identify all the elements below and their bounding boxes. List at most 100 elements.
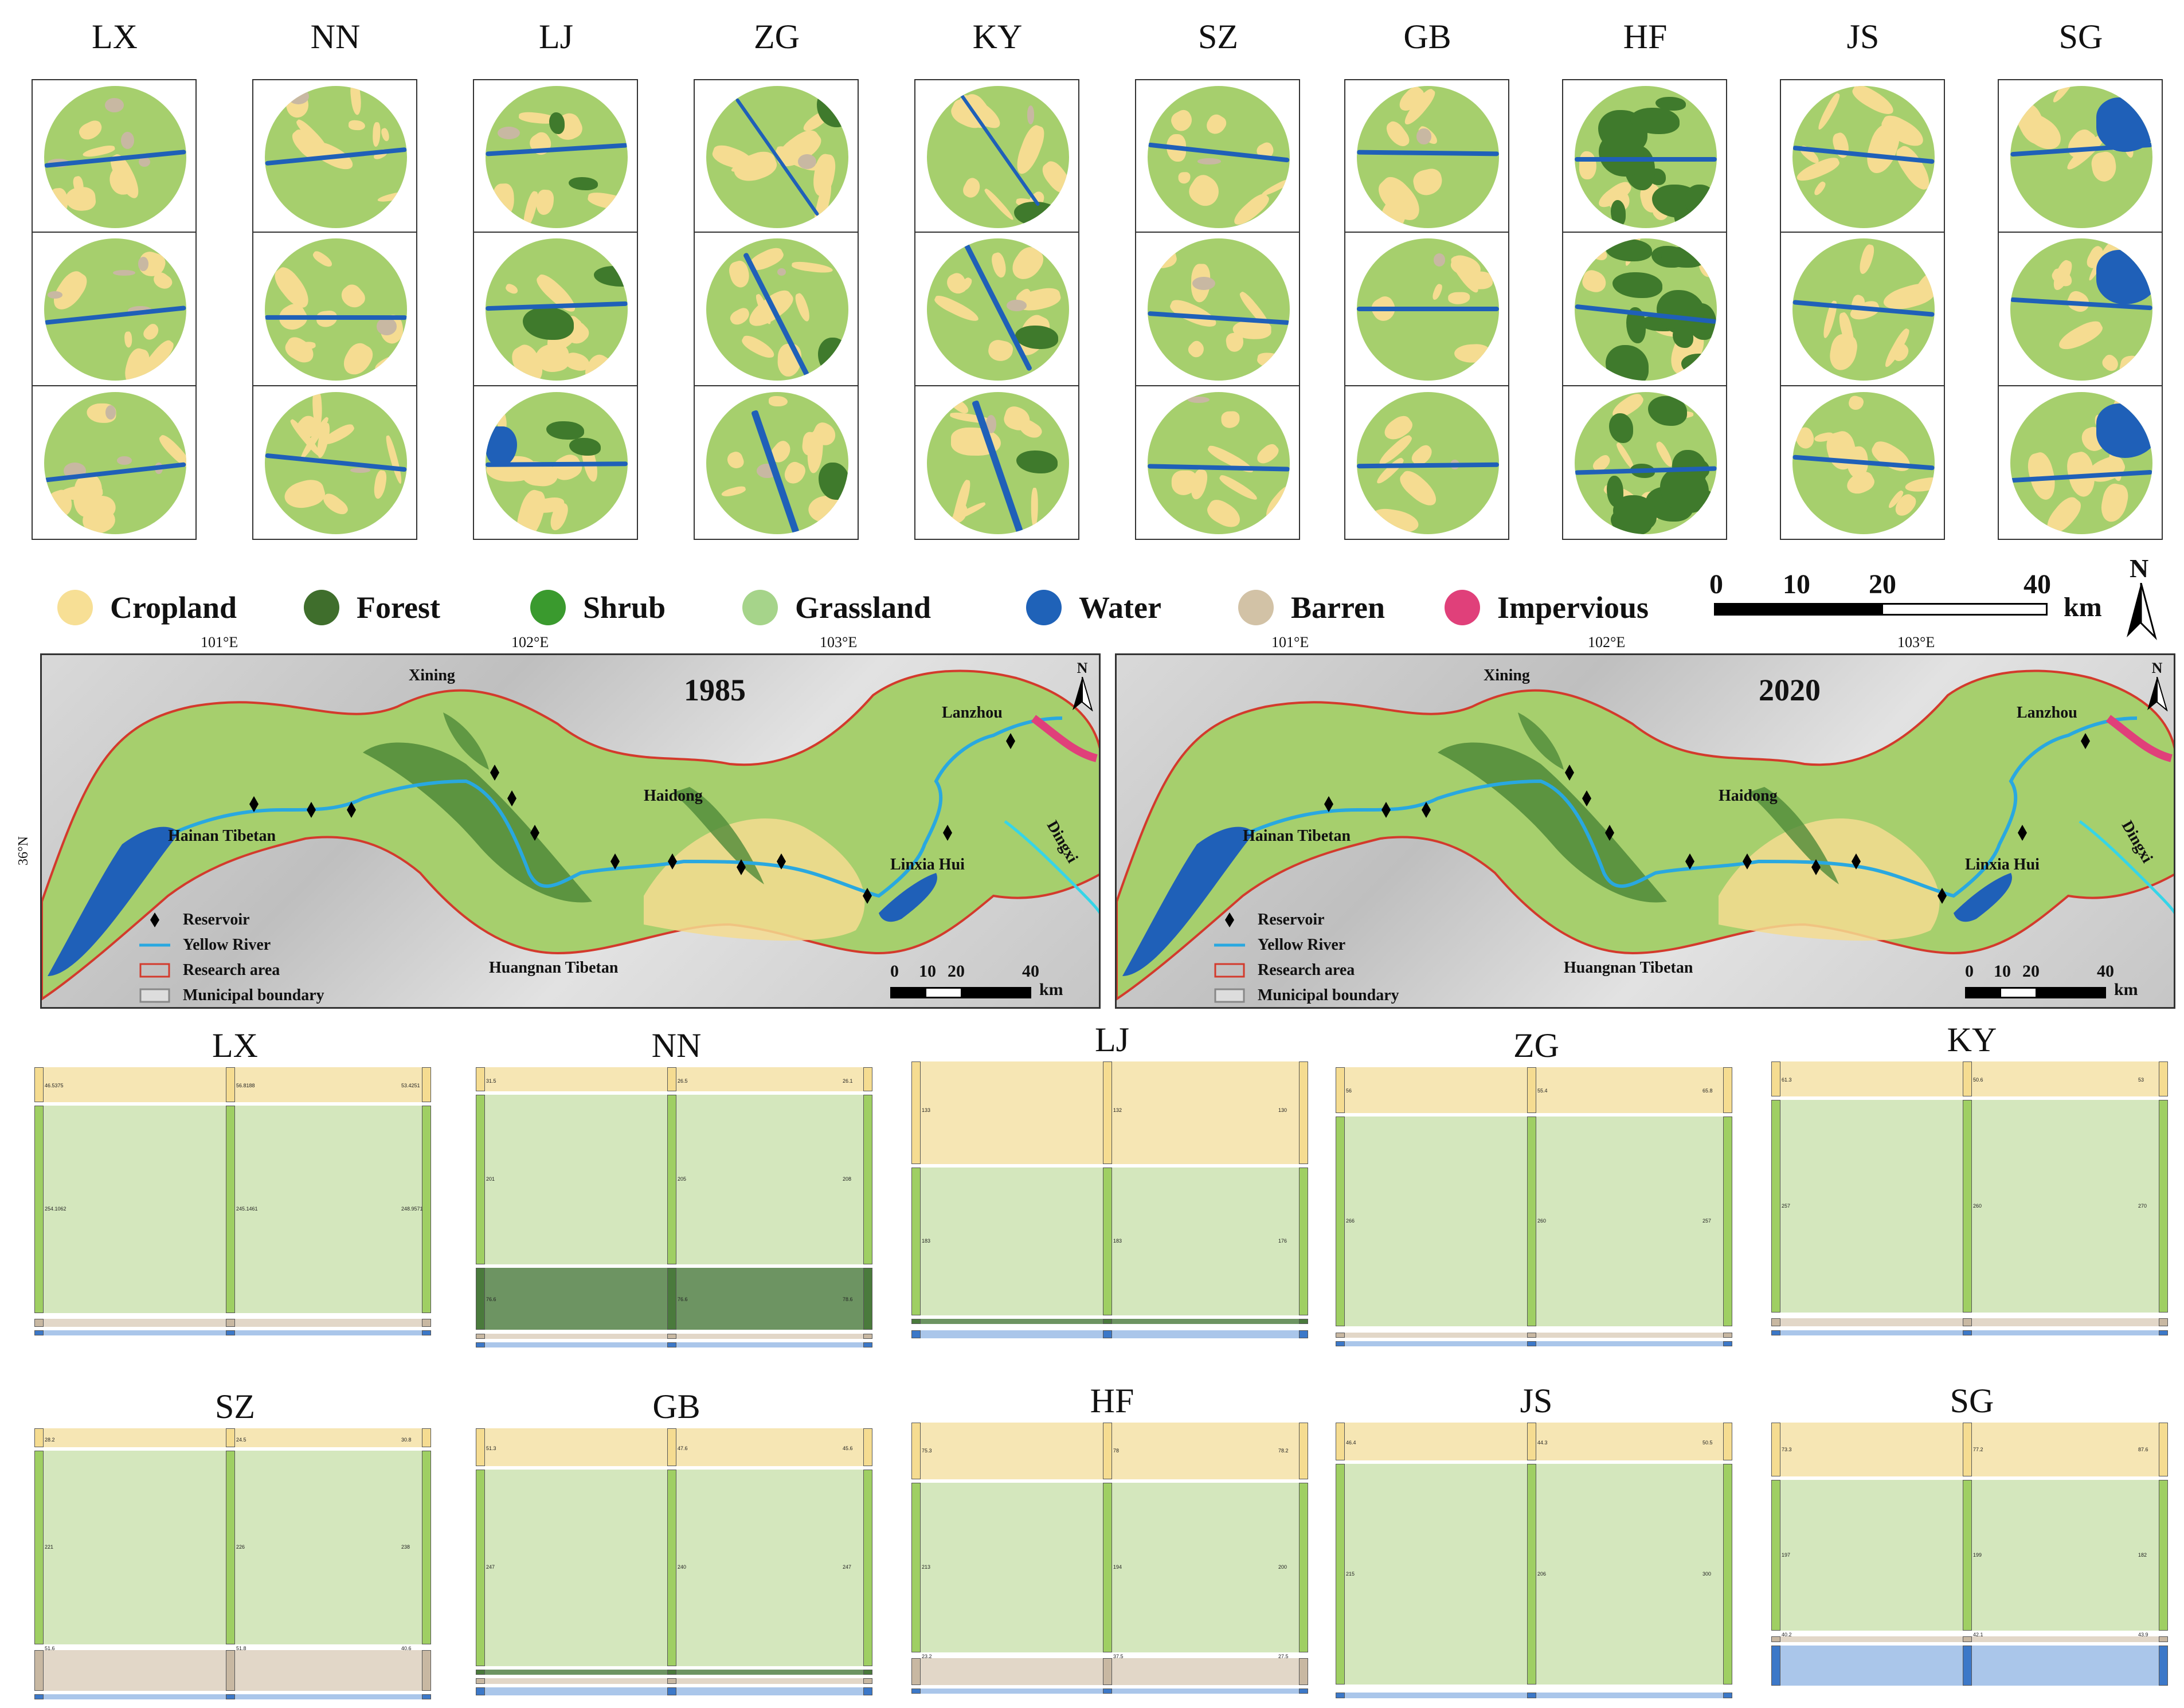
- sankey-title: HF: [1090, 1382, 1134, 1420]
- reservoir-marker: [1938, 888, 1947, 904]
- sankey-node: [911, 1061, 921, 1164]
- sankey-flow: [480, 1268, 872, 1330]
- sankey-title: GB: [652, 1388, 700, 1425]
- landcover-disc: [1575, 392, 1717, 534]
- sankey-sz: SZ 28.2 24.5 30.8 221 226 238 51.6 51.8 40.6: [34, 1387, 436, 1708]
- sankey-value: 215: [1346, 1570, 1355, 1577]
- landcover-tile: [1135, 233, 1300, 386]
- sankey-value: 26.1: [843, 1078, 853, 1084]
- sankey-node: [422, 1428, 431, 1447]
- sankey-node: [1103, 1319, 1112, 1325]
- scale-tick: 40: [2023, 569, 2051, 600]
- legend-shrub: Shrub: [530, 585, 666, 630]
- reservoir-marker: [490, 765, 499, 781]
- map-2020: 2020 Xining Lanzhou Haidong Hainan Tibetan Li…: [1115, 653, 2175, 1009]
- landcover-disc: [2010, 392, 2152, 534]
- landcover-tile: [252, 386, 417, 540]
- sankey-node: [226, 1319, 235, 1327]
- landcover-disc: [1357, 86, 1499, 228]
- sankey-node: [1527, 1693, 1536, 1698]
- sankey-node: [34, 1694, 44, 1700]
- site-column-zg: [694, 79, 860, 540]
- lon-label: 101°E: [1271, 634, 1309, 651]
- sankey-node: [34, 1319, 44, 1327]
- sankey-node: [226, 1694, 235, 1700]
- sankey-node: [226, 1428, 235, 1447]
- landcover-disc: [44, 86, 186, 228]
- sankey-value: 257: [1782, 1202, 1791, 1209]
- legend-barren: Barren: [1238, 585, 1385, 630]
- map-legend: Reservoir Yellow River Research area Munici…: [139, 907, 380, 1007]
- sankey-value: 248.9571: [401, 1206, 423, 1212]
- sankey-flow: [39, 1330, 431, 1336]
- sankey-node: [1771, 1423, 1780, 1476]
- landcover-disc: [927, 392, 1069, 534]
- sankey-title: NN: [651, 1027, 702, 1064]
- sankey-flow: [39, 1067, 431, 1103]
- sankey-node: [1299, 1423, 1308, 1479]
- site-title-sg: SG: [2058, 18, 2103, 56]
- map-legend-item: Research area: [1214, 958, 1455, 983]
- landcover-disc: [44, 392, 186, 534]
- sankey-node: [1963, 1480, 1972, 1631]
- sankey-title: ZG: [1513, 1027, 1559, 1064]
- sankey-body: 28.2 24.5 30.8 221 226 238 51.6 51.8 40.6: [34, 1428, 436, 1703]
- reservoir-marker: [1605, 825, 1614, 841]
- sankey-node: [1299, 1688, 1308, 1694]
- site-title-nn: NN: [310, 18, 361, 56]
- sankey-node: [1963, 1330, 1972, 1335]
- sankey-node: [1963, 1645, 1972, 1686]
- landcover-disc: [486, 392, 628, 534]
- barren-swatch: [1238, 590, 1274, 625]
- lon-label: 103°E: [1897, 634, 1935, 651]
- legend-label: Impervious: [1497, 590, 1649, 625]
- sankey-flow: [480, 1067, 872, 1092]
- reservoir-marker: [610, 853, 620, 869]
- sankey-value: 27.5: [1278, 1653, 1289, 1659]
- scale-tick: 10: [1783, 569, 1810, 600]
- scale-tick: 0: [1709, 569, 1723, 600]
- sankey-node: [422, 1650, 431, 1691]
- sankey-value: 76.6: [486, 1296, 496, 1303]
- sankey-node: [1527, 1341, 1536, 1347]
- sankey-node: [1103, 1482, 1112, 1652]
- site-title-js: JS: [1846, 18, 1880, 56]
- sankey-value: 51.3: [486, 1445, 496, 1451]
- landcover-tile: [1780, 386, 1945, 540]
- site-title-lj: LJ: [539, 18, 573, 56]
- reservoir-marker: [249, 796, 259, 812]
- sankey-node: [422, 1319, 431, 1327]
- sankey-node: [1527, 1067, 1536, 1113]
- landcover-disc: [265, 392, 407, 534]
- sankey-node: [1336, 1116, 1345, 1327]
- sankey-node: [1103, 1330, 1112, 1338]
- sankey-node: [422, 1067, 431, 1103]
- sankey-value: 197: [1782, 1552, 1791, 1558]
- reservoir-marker: [530, 825, 539, 841]
- sankey-node: [863, 1669, 872, 1675]
- sankey-flow: [916, 1061, 1308, 1164]
- map-year: 1985: [684, 673, 746, 707]
- sankey-node: [1527, 1463, 1536, 1685]
- sankey-node: [911, 1319, 921, 1325]
- landcover-disc: [44, 238, 186, 381]
- lat-label: 36°N: [16, 836, 31, 865]
- sankey-node: [1527, 1116, 1536, 1327]
- sankey-value: 46.5375: [45, 1083, 64, 1089]
- sankey-value: 37.5: [1113, 1653, 1124, 1659]
- site-title-hf: HF: [1623, 18, 1668, 56]
- north-arrow-small: N: [1068, 660, 1097, 717]
- landcover-tile: [1562, 233, 1727, 386]
- reservoir-marker: [1852, 853, 1861, 869]
- sankey-node: [2159, 1480, 2168, 1631]
- sankey-value: 44.3: [1537, 1439, 1548, 1445]
- sankey-flow: [39, 1450, 431, 1645]
- sankey-node: [226, 1450, 235, 1645]
- sankey-sg: SG 73.3 77.2 87.6 197 199 182 40.2 42.1 43.9: [1771, 1381, 2173, 1702]
- sankey-node: [1771, 1636, 1780, 1642]
- sankey-value: 254.1062: [45, 1206, 66, 1212]
- sankey-value: 50.6: [1973, 1077, 1983, 1083]
- sankey-node: [667, 1095, 676, 1265]
- sankey-node: [1963, 1423, 1972, 1476]
- sankey-value: 51.6: [45, 1646, 55, 1652]
